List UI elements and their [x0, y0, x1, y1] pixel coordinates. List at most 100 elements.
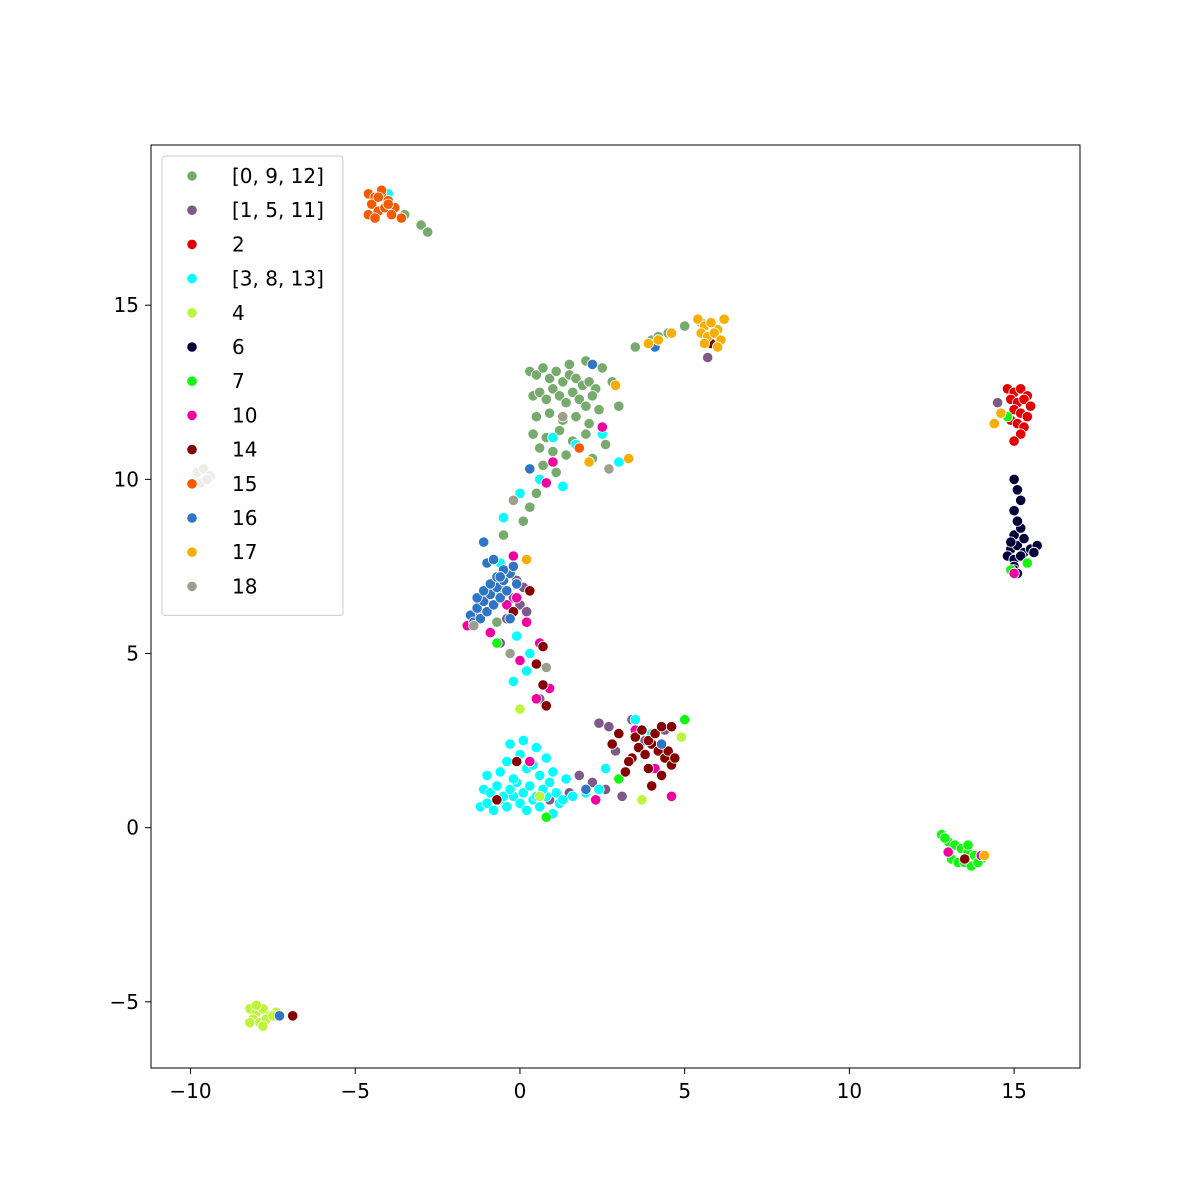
- x-tick-label: 5: [678, 1079, 691, 1103]
- data-point: [534, 769, 546, 782]
- data-point: [636, 794, 648, 806]
- data-point: [534, 386, 546, 398]
- x-tick-label: 0: [514, 1079, 527, 1103]
- data-point: [1018, 393, 1030, 405]
- data-point: [567, 386, 579, 398]
- data-point: [553, 390, 566, 402]
- data-point: [583, 417, 595, 430]
- data-point: [491, 637, 503, 649]
- legend-marker: [186, 238, 198, 250]
- data-point: [507, 550, 520, 562]
- data-point: [540, 477, 552, 489]
- legend-box: [161, 155, 344, 616]
- data-point: [520, 665, 533, 677]
- data-point: [665, 327, 678, 339]
- y-axis: −5 0 5 10 15: [110, 293, 151, 1014]
- data-point: [988, 417, 1000, 430]
- data-point: [540, 661, 552, 674]
- data-point: [501, 599, 513, 611]
- data-point: [484, 787, 496, 799]
- data-point: [507, 494, 520, 506]
- data-point: [991, 397, 1004, 409]
- series-group: [399, 209, 707, 628]
- data-point: [385, 209, 398, 221]
- data-point: [675, 731, 688, 743]
- data-point: [507, 773, 520, 785]
- x-tick-label: 15: [1001, 1079, 1026, 1103]
- data-point: [665, 721, 678, 733]
- data-point: [1005, 536, 1017, 548]
- data-point: [511, 755, 523, 768]
- data-point: [468, 620, 480, 632]
- data-point: [543, 372, 556, 384]
- data-point: [959, 853, 971, 865]
- data-point: [619, 766, 632, 778]
- data-point: [705, 316, 717, 329]
- data-point: [563, 358, 576, 370]
- data-point: [995, 407, 1007, 419]
- plot-frame: [150, 144, 1081, 1069]
- legend-label: 18: [232, 574, 257, 598]
- legend-label: 15: [232, 472, 257, 496]
- data-point: [557, 480, 569, 492]
- data-point: [507, 675, 520, 688]
- data-point: [530, 693, 543, 705]
- data-point: [543, 407, 556, 419]
- data-point: [642, 734, 655, 747]
- data-point: [511, 592, 523, 604]
- data-point: [540, 393, 552, 405]
- data-point: [692, 313, 704, 325]
- data-point: [580, 400, 592, 412]
- data-point: [639, 748, 651, 761]
- data-point: [1015, 550, 1027, 562]
- data-point: [543, 776, 556, 789]
- data-point: [623, 452, 635, 465]
- data-point: [1011, 484, 1024, 496]
- data-point: [550, 787, 562, 799]
- data-point: [530, 741, 543, 754]
- data-point: [501, 585, 513, 597]
- data-point: [534, 790, 546, 802]
- data-point: [524, 463, 536, 475]
- data-point: [501, 801, 513, 813]
- data-point: [481, 606, 493, 618]
- legend-label: 7: [232, 369, 245, 393]
- data-point: [583, 456, 595, 468]
- data-point: [593, 783, 605, 796]
- data-point: [939, 832, 951, 844]
- data-point: [517, 734, 529, 747]
- data-point: [560, 773, 572, 785]
- data-point: [484, 626, 496, 639]
- data-point: [596, 362, 608, 374]
- data-point: [537, 362, 549, 374]
- legend-marker: [186, 580, 198, 593]
- legend-label: [1, 5, 11]: [232, 198, 324, 222]
- data-point: [497, 512, 510, 524]
- data-point: [613, 456, 625, 468]
- data-point: [642, 337, 655, 350]
- data-point: [613, 773, 625, 785]
- data-point: [494, 571, 506, 583]
- data-point: [497, 529, 510, 541]
- legend-label: 16: [232, 506, 257, 530]
- data-point: [606, 738, 618, 750]
- data-point: [507, 560, 520, 573]
- data-point: [583, 376, 595, 388]
- data-point: [629, 714, 641, 726]
- data-point: [550, 365, 562, 377]
- data-point: [603, 721, 615, 733]
- data-point: [504, 783, 516, 796]
- data-point: [553, 424, 566, 437]
- data-point: [478, 536, 490, 548]
- legend: [0, 9, 12] [1, 5, 11] 2 [3, 8, 13] 4 6 7 10 14 15…: [161, 155, 344, 616]
- x-tick-label: −10: [169, 1079, 211, 1103]
- data-point: [573, 393, 585, 405]
- data-point: [718, 313, 730, 325]
- data-point: [415, 219, 427, 231]
- data-point: [471, 592, 483, 604]
- data-point: [586, 390, 599, 402]
- data-point: [586, 776, 599, 789]
- series-group: [520, 313, 1007, 862]
- data-point: [557, 411, 569, 423]
- y-tick-label: 5: [126, 642, 139, 666]
